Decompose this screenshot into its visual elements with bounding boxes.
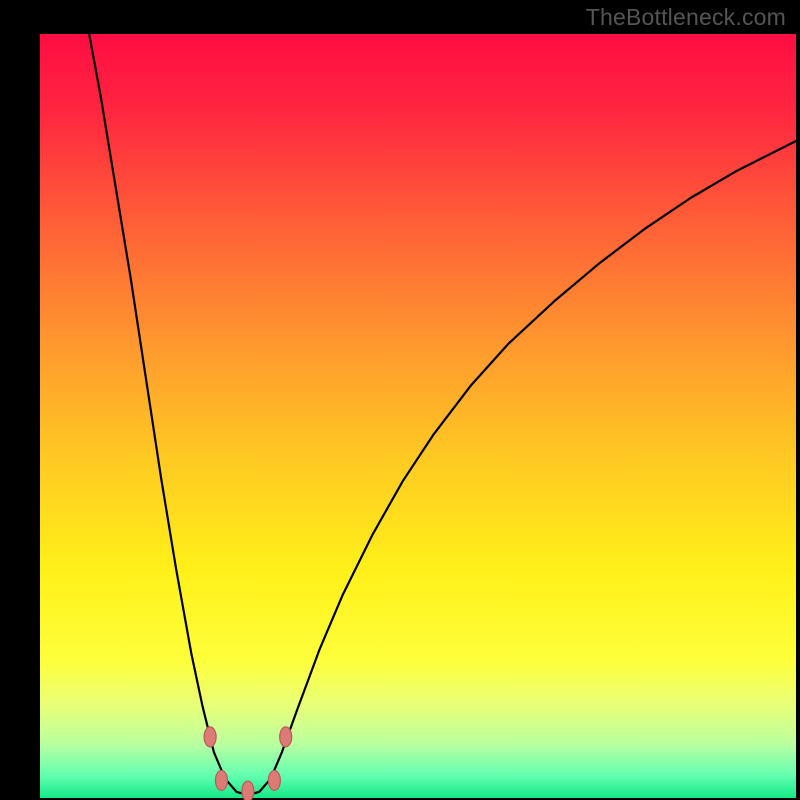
curve-marker xyxy=(280,727,292,747)
curve-marker xyxy=(268,770,280,790)
plot-area xyxy=(40,34,796,798)
stage: TheBottleneck.com xyxy=(0,0,800,800)
watermark-text: TheBottleneck.com xyxy=(586,4,786,31)
curve-marker xyxy=(204,727,216,747)
bottleneck-chart xyxy=(0,0,800,800)
curve-marker xyxy=(215,770,227,790)
curve-marker xyxy=(242,781,254,800)
